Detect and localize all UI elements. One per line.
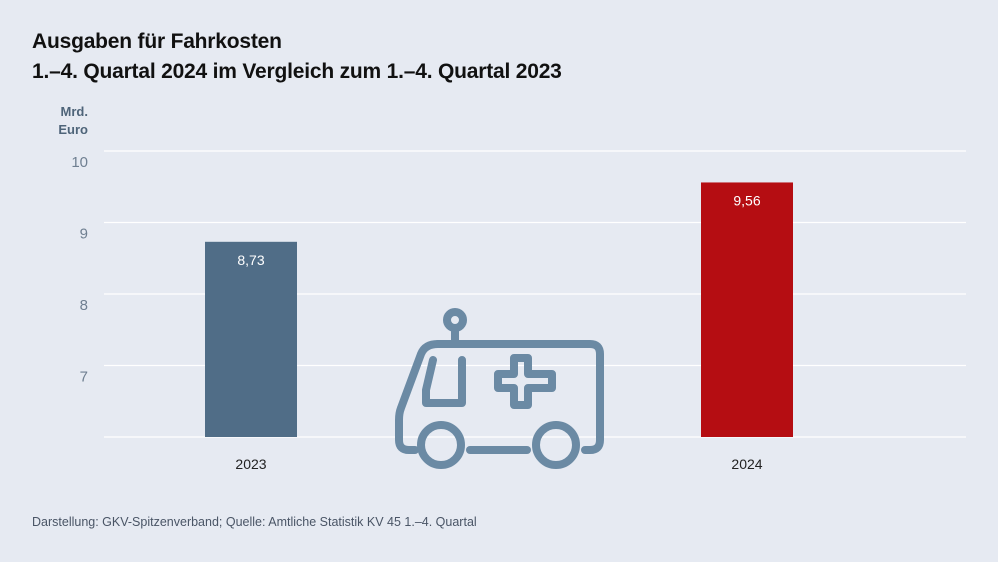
title-line-1: Ausgaben für Fahrkosten (32, 30, 282, 53)
y-axis-unit-line-1: Mrd. (60, 104, 88, 119)
y-tick-label: 10 (71, 154, 88, 171)
y-axis-ticks: 7 8 9 10 (71, 154, 88, 386)
y-axis-unit: Mrd. Euro (38, 103, 88, 139)
title-line-2: 1.–4. Quartal 2024 im Vergleich zum 1.–4… (32, 60, 562, 83)
bar-2024 (701, 182, 793, 437)
bars: 8,73 9,56 (205, 182, 793, 437)
x-tick-label: 2024 (731, 456, 762, 472)
chart-title: Ausgaben für Fahrkosten 1.–4. Quartal 20… (32, 27, 562, 87)
source-note: Darstellung: GKV-Spitzenverband; Quelle:… (32, 515, 477, 529)
ambulance-icon (395, 308, 604, 469)
bar-2023 (205, 241, 297, 437)
x-tick-label: 2023 (235, 456, 266, 472)
x-axis-ticks: 2023 2024 (235, 456, 762, 472)
y-tick-label: 9 (80, 226, 88, 243)
y-tick-label: 8 (80, 297, 88, 314)
bar-value-label: 8,73 (237, 252, 264, 268)
bar-value-label: 9,56 (733, 192, 760, 208)
y-tick-label: 7 (80, 369, 88, 386)
y-axis-unit-line-2: Euro (58, 122, 88, 137)
